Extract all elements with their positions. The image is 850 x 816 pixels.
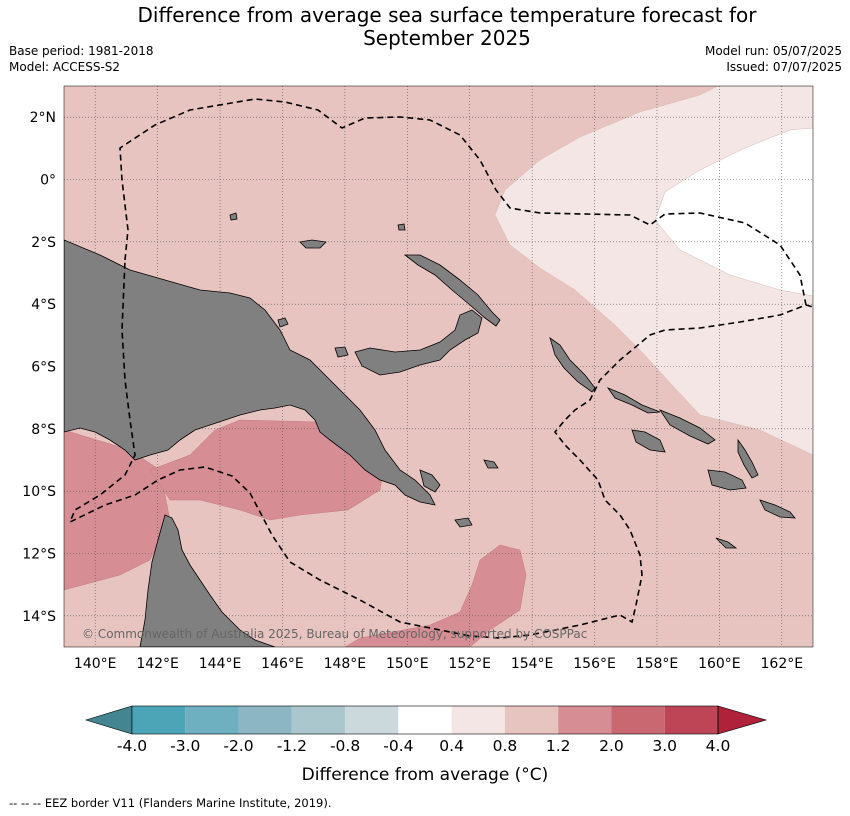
footer-note: -- -- -- EEZ border V11 (Flanders Marine… [9, 796, 332, 810]
issued-date: Issued: 07/07/2025 [726, 60, 842, 74]
colorbar-segment [398, 706, 452, 734]
anomaly-band-1.2-2.0-south [344, 544, 527, 647]
colorbar-tick: 4.0 [706, 737, 731, 755]
land-bougainville [549, 337, 596, 393]
colorbar-tick: 1.2 [546, 737, 571, 755]
colorbar-tick: 0.8 [493, 737, 518, 755]
land-islet-4 [334, 346, 349, 358]
colorbar-segment [291, 706, 346, 734]
map-frame [63, 85, 814, 648]
meta-left: Base period: 1981-2018 Model: ACCESS-S2 [9, 43, 154, 75]
land-makira [707, 469, 747, 491]
land-islet-1 [483, 459, 499, 469]
land-rennell [759, 499, 796, 519]
lon-label: 160°E [698, 656, 741, 672]
latitude-labels: 2°N 0° 2°S 4°S 6°S 8°S 10°S 12°S 14°S [22, 110, 56, 625]
land-guadalcanal [631, 429, 666, 453]
model-name: Model: ACCESS-S2 [9, 60, 121, 74]
land-islet-2 [715, 537, 738, 549]
colorbar-extend-high [717, 705, 768, 735]
colorbar-tick: -2.0 [223, 737, 253, 755]
colorbar-label: Difference from average (°C) [302, 765, 549, 785]
land-choiseul-isabel [606, 387, 661, 414]
colorbar-tick: 2.0 [599, 737, 624, 755]
land-malaita [737, 438, 759, 479]
colorbar-segment [664, 706, 718, 734]
title-line-2: September 2025 [363, 26, 531, 50]
colorbar-tick: -0.4 [383, 737, 413, 755]
land-isabel [658, 409, 716, 445]
land-new-britain [354, 309, 483, 376]
colorbar-frame [131, 705, 719, 735]
eez-border [68, 98, 807, 639]
colorbar-segment [345, 706, 399, 734]
lon-label: 158°E [636, 656, 679, 672]
land-islet-7 [397, 223, 406, 231]
lon-label: 162°E [761, 656, 804, 672]
colorbar-segment [611, 706, 665, 734]
colorbar-segment [504, 706, 559, 734]
colorbar-tick-labels: -4.0 -3.0 -2.0 -1.2 -0.8 -0.4 0.4 0.8 1.2 2.0 3.0 4… [117, 737, 730, 755]
lat-label: 2°N [30, 110, 56, 126]
colorbar-segment [132, 706, 186, 734]
colorbar-tick: 0.4 [439, 737, 464, 755]
land-new-ireland [403, 254, 501, 327]
colorbar-tick: -0.8 [330, 737, 360, 755]
land-islet-6 [229, 212, 238, 221]
colorbar-tick: -3.0 [170, 737, 200, 755]
lon-label: 152°E [448, 656, 491, 672]
colorbar-segment [558, 706, 612, 734]
anomaly-band-1.2-2.0-coral [149, 419, 386, 521]
lon-label: 144°E [199, 656, 242, 672]
colorbar-tick: -1.2 [277, 737, 307, 755]
lon-label: 154°E [511, 656, 554, 672]
chart-title: Difference from average sea surface temp… [0, 4, 850, 50]
lon-label: 140°E [74, 656, 117, 672]
land-cape-york [139, 514, 276, 647]
title-line-1: Difference from average sea surface temp… [137, 3, 757, 27]
lat-label: 4°S [31, 297, 56, 313]
landmasses [64, 212, 796, 647]
base-period: Base period: 1981-2018 [9, 44, 154, 58]
lat-label: 10°S [22, 484, 56, 500]
land-islet-5 [454, 517, 473, 528]
lat-label: 12°S [22, 547, 56, 563]
land-islet-3 [277, 317, 289, 328]
lon-label: 142°E [136, 656, 179, 672]
lon-label: 148°E [324, 656, 367, 672]
land-new-hanover [299, 239, 327, 249]
colorbar [84, 705, 768, 735]
lat-label: 2°S [31, 235, 56, 251]
colorbar-extend-low [84, 705, 133, 735]
longitude-labels: 140°E 142°E 144°E 146°E 148°E 150°E 152°E 154°E… [74, 656, 803, 672]
colorbar-tick: 3.0 [652, 737, 677, 755]
copyright-notice: © Commonwealth of Australia 2025, Bureau… [82, 627, 587, 641]
colorbar-tick: -4.0 [117, 737, 147, 755]
colorbar-segment [238, 706, 292, 734]
colorbar-segment [451, 706, 505, 734]
model-run: Model run: 05/07/2025 [704, 44, 842, 58]
lat-label: 14°S [22, 609, 56, 625]
lon-label: 156°E [573, 656, 616, 672]
lat-label: 6°S [31, 360, 56, 376]
map-area [64, 86, 813, 647]
land-new-guinea [64, 239, 436, 506]
lon-label: 150°E [386, 656, 429, 672]
lon-label: 146°E [261, 656, 304, 672]
lat-label: 8°S [31, 422, 56, 438]
lat-label: 0° [40, 173, 56, 189]
eez-border-east [805, 304, 813, 308]
meta-right: Model run: 05/07/2025 Issued: 07/07/2025 [705, 43, 842, 75]
land-dentrecasteaux [419, 469, 441, 493]
anomaly-band-neutral [654, 127, 813, 297]
colorbar-segment [185, 706, 239, 734]
